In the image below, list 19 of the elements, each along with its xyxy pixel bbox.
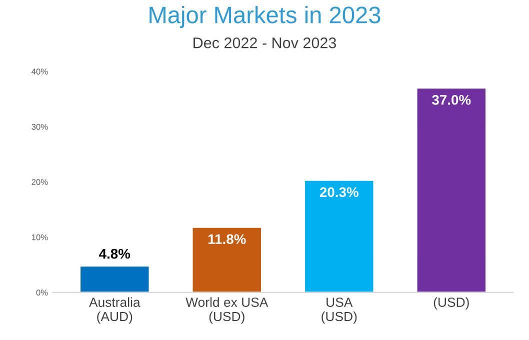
bar bbox=[79, 265, 150, 292]
data-label: 37.0% bbox=[432, 94, 471, 105]
chart-title: Major Markets in 2023 bbox=[150, 6, 380, 28]
y-tick-label: 0% bbox=[36, 290, 48, 296]
bar bbox=[304, 180, 375, 292]
data-label: 20.3% bbox=[320, 187, 358, 198]
bar bbox=[191, 226, 262, 292]
x-tick-label: World ex USA (USD) bbox=[186, 297, 268, 324]
y-tick-label: 20% bbox=[32, 179, 48, 185]
x-tick-label: Australia (AUD) bbox=[89, 297, 140, 324]
y-tick-label: 40% bbox=[32, 68, 48, 74]
y-tick-label: 30% bbox=[32, 124, 48, 130]
data-label: 11.8% bbox=[208, 234, 246, 244]
x-tick-label: USA (USD) bbox=[322, 298, 357, 324]
y-tick-label: 10% bbox=[32, 234, 48, 240]
chart-subtitle: Dec 2022 - Nov 2023 bbox=[194, 37, 336, 48]
bar bbox=[416, 87, 487, 292]
x-tick-label: (USD) bbox=[434, 297, 469, 310]
data-label: 4.8% bbox=[99, 248, 130, 259]
